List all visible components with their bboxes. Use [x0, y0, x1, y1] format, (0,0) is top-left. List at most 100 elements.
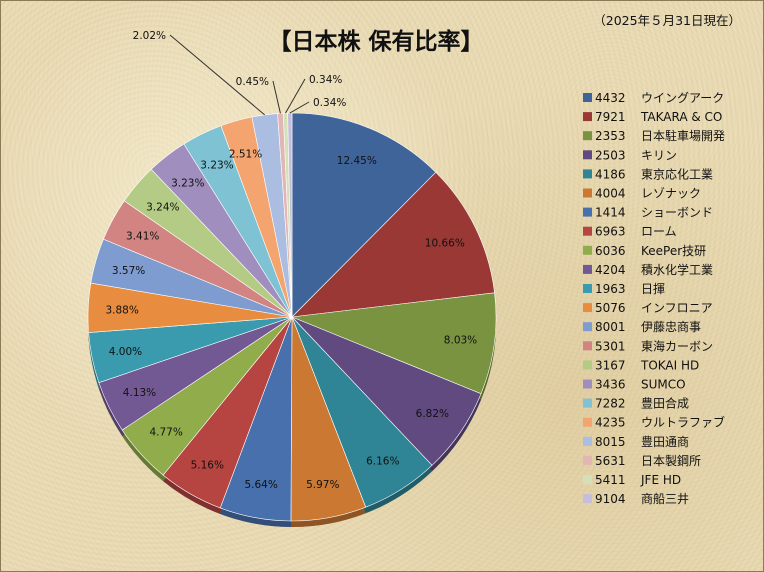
legend-item: 6963 ローム — [583, 225, 677, 239]
leader-line-5411 — [285, 78, 306, 114]
legend-name: 商船三井 — [641, 491, 689, 506]
legend-code: 1963 — [595, 282, 626, 296]
legend-name: 伊藤忠商事 — [641, 319, 701, 334]
slice-label-1963: 4.00% — [109, 346, 142, 358]
legend-swatch — [583, 284, 592, 293]
legend-item: 5411 JFE HD — [583, 473, 681, 487]
legend-item: 8015 豊田通商 — [583, 434, 689, 449]
slice-label-5631: 0.45% — [236, 76, 269, 88]
legend-code: 2353 — [595, 129, 626, 143]
legend-code: 7921 — [595, 110, 626, 124]
leader-line-5631 — [272, 80, 281, 114]
legend-item: 3436 SUMCO — [583, 378, 686, 392]
legend-swatch — [583, 207, 592, 217]
slice-label-5301: 3.41% — [126, 231, 159, 243]
legend-swatch — [583, 475, 592, 484]
legend-name: 東京応化工業 — [641, 167, 713, 181]
legend-name: ローム — [641, 225, 677, 239]
legend-swatch — [583, 131, 592, 141]
slice-label-4004: 5.97% — [306, 479, 339, 491]
slice-label-7921: 10.66% — [425, 237, 465, 249]
legend-name: 東海カーボン — [641, 338, 713, 353]
legend-item: 2353 日本駐車場開発 — [583, 128, 725, 143]
legend-name: TOKAI HD — [640, 358, 699, 372]
legend-code: 4204 — [595, 263, 626, 277]
slice-label-4204: 4.13% — [123, 387, 156, 399]
legend-code: 4004 — [595, 187, 626, 201]
legend-swatch — [583, 93, 592, 102]
legend-swatch — [583, 188, 592, 198]
legend-swatch — [583, 341, 592, 351]
legend-name: ウイングアーク — [641, 91, 724, 105]
slice-label-8001: 3.57% — [112, 265, 145, 277]
legend-name: 日揮 — [641, 282, 665, 296]
legend-swatch — [583, 417, 592, 427]
slice-label-7282: 3.23% — [200, 159, 233, 171]
legend-name: レゾナック — [641, 187, 701, 201]
legend-item: 1963 日揮 — [583, 282, 665, 296]
legend-code: 5631 — [595, 454, 626, 468]
legend-code: 8001 — [595, 320, 626, 334]
legend-name: ショーボンド — [641, 206, 713, 220]
slice-label-4432: 12.45% — [337, 155, 377, 167]
legend-item: 4204 積水化学工業 — [583, 262, 713, 277]
pie-slice-2353 — [291, 292, 497, 395]
legend-swatch — [583, 245, 592, 255]
legend-name: 豊田通商 — [641, 434, 689, 449]
legend-code: 5301 — [595, 339, 626, 353]
legend-name: KeePer技研 — [641, 244, 706, 258]
legend-item: 6036 KeePer技研 — [583, 244, 706, 258]
legend-name: 積水化学工業 — [641, 262, 713, 277]
legend: 4432 ウイングアーク 7921 TAKARA & CO 2353 日本駐車場開発 250… — [583, 91, 725, 506]
legend-name: キリン — [641, 148, 677, 162]
slice-label-9104: 0.34% — [313, 97, 346, 109]
legend-item: 3167 TOKAI HD — [583, 358, 699, 372]
leader-line-8015 — [169, 34, 265, 116]
legend-swatch — [583, 494, 592, 504]
pie-slice-7921 — [291, 171, 495, 318]
slice-label-5076: 3.88% — [105, 304, 138, 316]
slice-label-2503: 6.82% — [416, 408, 449, 420]
legend-code: 5411 — [595, 473, 626, 487]
slice-label-2353: 8.03% — [444, 335, 477, 347]
legend-code: 6963 — [595, 225, 626, 239]
slice-label-6963: 5.16% — [191, 459, 224, 471]
legend-item: 2503 キリン — [583, 148, 677, 162]
pie-layer — [87, 112, 497, 527]
legend-swatch — [583, 436, 592, 446]
legend-name: 日本製鋼所 — [641, 454, 701, 468]
legend-name: JFE HD — [640, 473, 681, 487]
legend-name: 豊田合成 — [641, 396, 689, 411]
legend-item: 4186 東京応化工業 — [583, 167, 713, 181]
slice-label-1414: 5.64% — [244, 479, 277, 491]
legend-name: TAKARA & CO — [640, 110, 722, 124]
legend-swatch — [583, 360, 592, 370]
legend-name: ウルトラファブ — [641, 415, 725, 430]
legend-item: 7921 TAKARA & CO — [583, 110, 722, 124]
slice-label-3167: 3.24% — [146, 202, 179, 214]
legend-swatch — [583, 226, 592, 236]
legend-swatch — [583, 455, 592, 465]
slice-label-4235: 2.51% — [229, 148, 262, 160]
legend-code: 4186 — [595, 167, 626, 181]
chart-title: 【日本株 保有比率】 — [268, 28, 483, 55]
legend-item: 5631 日本製鋼所 — [583, 454, 701, 468]
legend-code: 4432 — [595, 91, 626, 105]
slice-label-6036: 4.77% — [149, 426, 182, 438]
pie-slice-9104 — [287, 112, 293, 318]
legend-item: 8001 伊藤忠商事 — [583, 319, 701, 334]
legend-item: 9104 商船三井 — [583, 491, 689, 506]
legend-swatch — [583, 379, 592, 389]
legend-item: 7282 豊田合成 — [583, 396, 689, 411]
legend-code: 1414 — [595, 206, 626, 220]
date-note: （2025年５月31日現在） — [593, 13, 741, 28]
legend-item: 5301 東海カーボン — [583, 338, 713, 353]
legend-item: 4004 レゾナック — [583, 187, 701, 201]
legend-code: 6036 — [595, 244, 626, 258]
legend-name: 日本駐車場開発 — [641, 128, 725, 143]
legend-swatch — [583, 303, 592, 313]
pie-slice-4432 — [291, 112, 437, 318]
legend-code: 3436 — [595, 378, 626, 392]
legend-name: インフロニア — [641, 301, 713, 315]
